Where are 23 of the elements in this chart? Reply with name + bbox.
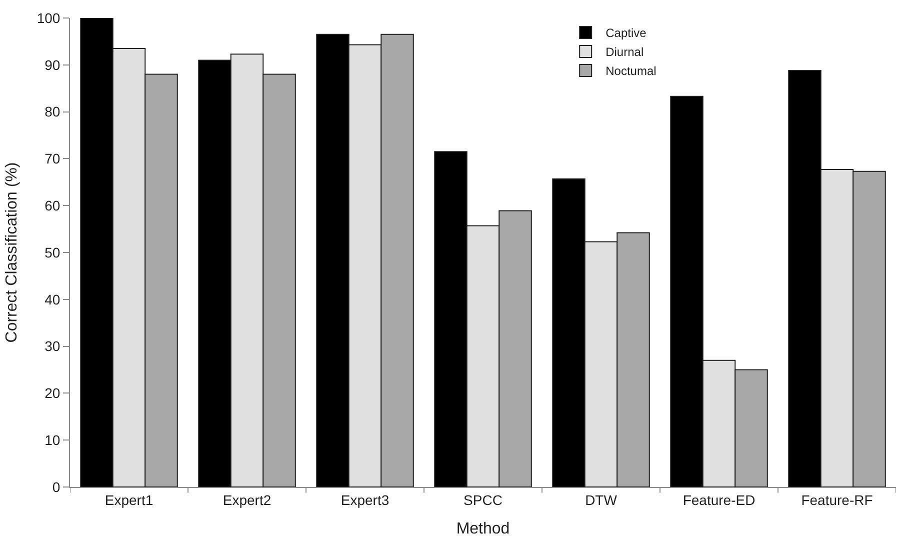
y-tick-label: 50 <box>44 244 60 260</box>
x-tick-label: DTW <box>585 492 618 508</box>
y-tick-label: 0 <box>52 478 60 495</box>
x-axis-title: Method <box>456 520 510 538</box>
legend-label: Noctumal <box>606 64 656 78</box>
x-tick-label: Expert3 <box>340 492 390 508</box>
y-tick-label: 30 <box>44 338 60 354</box>
y-tick-label: 90 <box>44 56 60 73</box>
y-tick-label: 60 <box>44 198 60 214</box>
y-tick-label: 100 <box>36 10 60 26</box>
y-tick-label: 80 <box>44 104 60 120</box>
x-tick-label: SPCC <box>464 492 502 508</box>
y-axis-title: Correct Classification (%) <box>4 162 21 343</box>
x-tick-label: Expert2 <box>222 492 272 508</box>
x-tick-label: Feature-RF <box>801 492 873 508</box>
x-tick-label: Feature-ED <box>682 492 756 508</box>
legend-label: Diurnal <box>606 45 644 60</box>
y-tick-label: 40 <box>44 291 60 308</box>
x-tick-label: Expert1 <box>104 492 154 508</box>
y-tick-label: 10 <box>44 432 60 448</box>
legend-label: Captive <box>606 26 647 40</box>
y-tick-label: 20 <box>44 385 60 402</box>
y-tick-label: 70 <box>44 150 60 167</box>
